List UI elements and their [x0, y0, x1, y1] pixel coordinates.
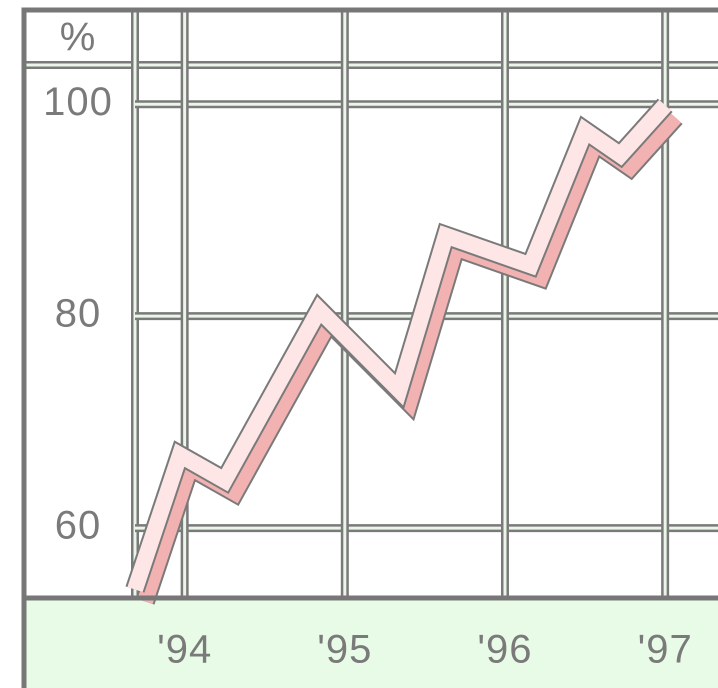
- x-axis-band: [24, 598, 718, 688]
- y-tick-label: 100: [43, 80, 113, 124]
- x-tick-label: '94: [157, 628, 212, 672]
- frame: [21, 7, 718, 688]
- grid: [24, 10, 718, 598]
- x-tick-label: '96: [477, 628, 532, 672]
- y-tick-label: 60: [55, 504, 102, 548]
- y-axis-label: %: [60, 16, 97, 60]
- y-tick-label: 80: [55, 292, 102, 336]
- line: [127, 99, 672, 593]
- line-group: [125, 98, 683, 605]
- x-tick-label: '95: [317, 628, 372, 672]
- x-tick-label: '97: [638, 628, 693, 672]
